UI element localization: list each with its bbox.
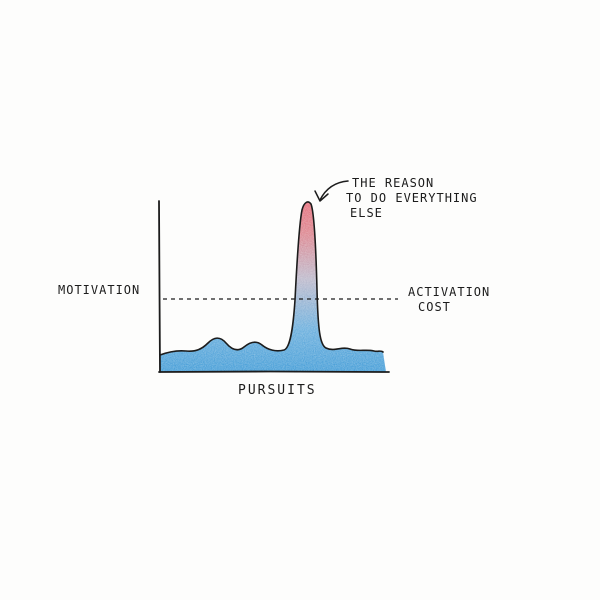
- activation-cost-label: ACTIVATION COST: [408, 285, 490, 315]
- y-axis: [158, 200, 161, 373]
- activation-cost-label-line1: ACTIVATION: [408, 285, 491, 299]
- y-axis-label: MOTIVATION: [58, 283, 141, 297]
- arrowhead-icon: [314, 190, 329, 202]
- peak-annotation-line3: ELSE: [350, 206, 383, 220]
- peak-annotation: THE REASON TO DO EVERYTHING ELSE: [346, 176, 478, 221]
- x-axis: [158, 370, 390, 373]
- peak-annotation-line1: THE REASON: [352, 176, 435, 190]
- x-axis-label: PURSUITS: [238, 383, 317, 398]
- activation-cost-label-line2: COST: [418, 300, 451, 314]
- motivation-curve-fill: [160, 202, 386, 372]
- peak-annotation-line2: TO DO EVERYTHING: [346, 191, 478, 205]
- annotation-arrow: [319, 180, 349, 201]
- motivation-curve: [159, 201, 384, 356]
